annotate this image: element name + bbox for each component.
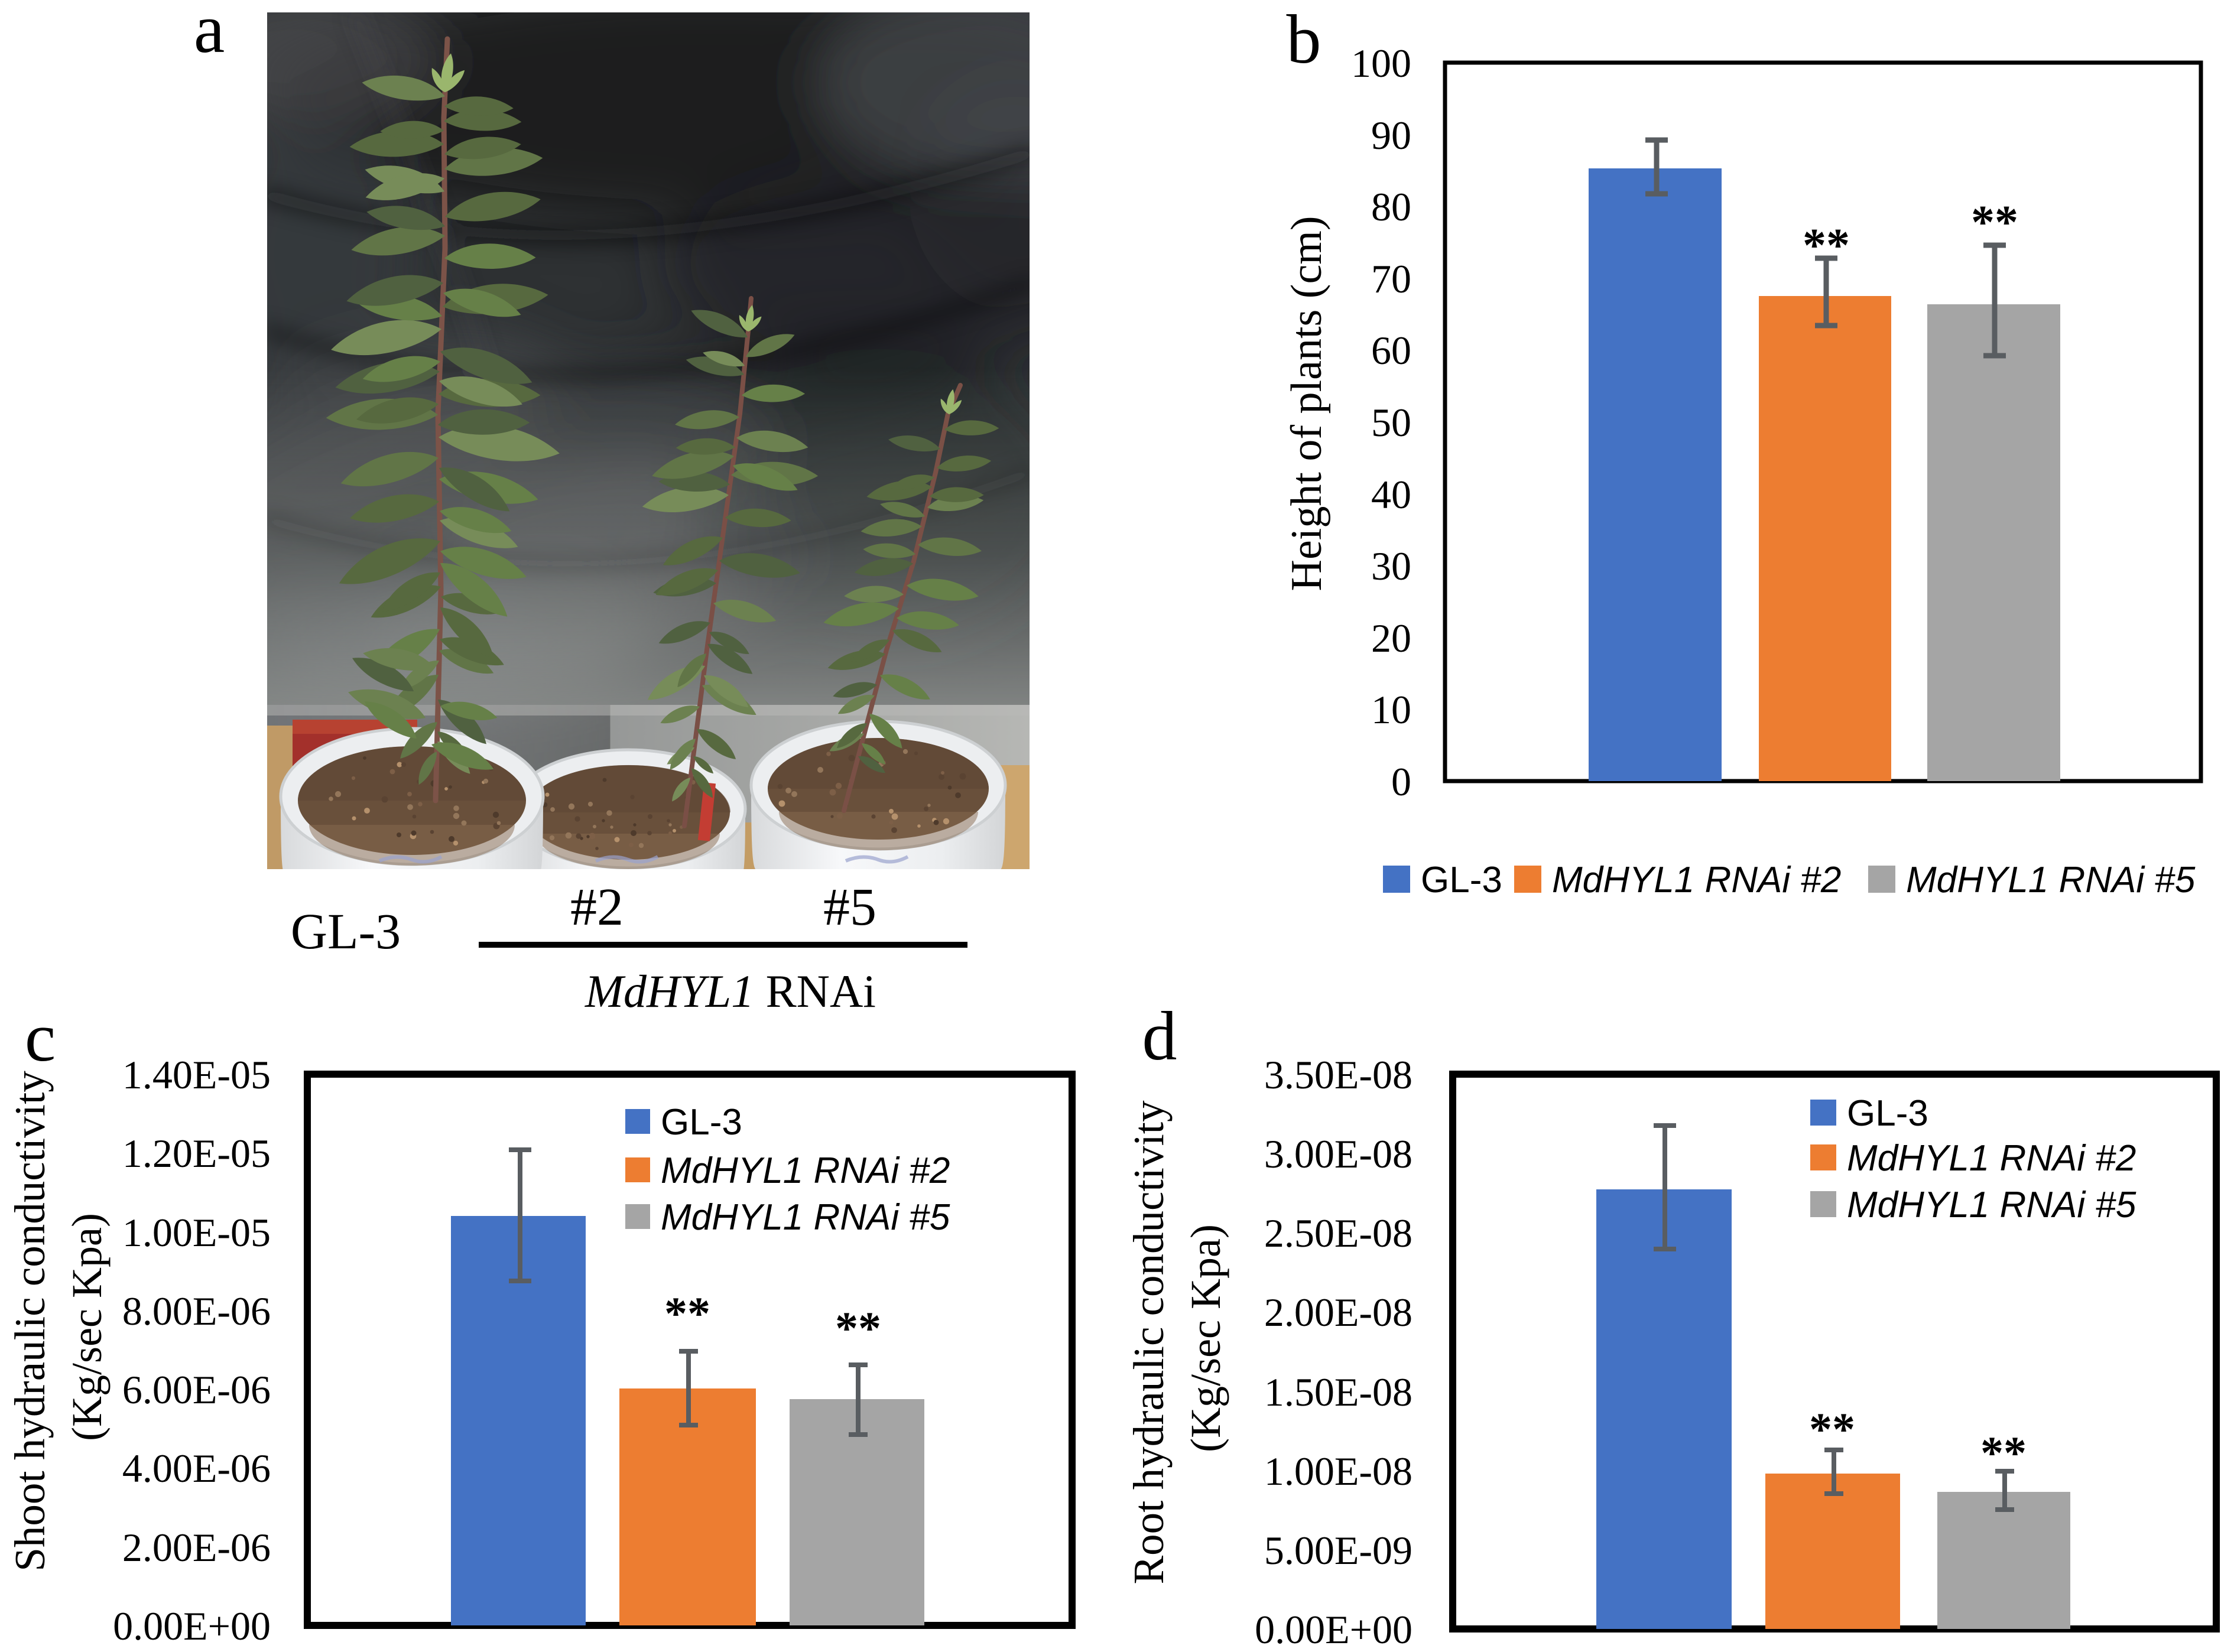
svg-text:3.00E-08: 3.00E-08 — [1264, 1131, 1413, 1176]
svg-text:**: ** — [1980, 1427, 2027, 1478]
svg-text:b: b — [1287, 1, 1321, 78]
svg-text:MdHYL1 RNAi #5: MdHYL1 RNAi #5 — [661, 1197, 950, 1238]
svg-text:**: ** — [664, 1287, 710, 1339]
svg-text:5.00E-09: 5.00E-09 — [1264, 1528, 1413, 1573]
svg-text:20: 20 — [1371, 616, 1411, 661]
svg-text:50: 50 — [1371, 400, 1411, 445]
svg-text:2.50E-08: 2.50E-08 — [1264, 1211, 1413, 1256]
svg-text:MdHYL1 RNAi #2: MdHYL1 RNAi #2 — [661, 1150, 950, 1191]
svg-text:3.50E-08: 3.50E-08 — [1264, 1052, 1413, 1097]
svg-text:GL-3: GL-3 — [291, 903, 401, 960]
svg-text:MdHYL1 RNAi #5: MdHYL1 RNAi #5 — [1847, 1185, 2136, 1225]
svg-text:MdHYL1 RNAi #5: MdHYL1 RNAi #5 — [1906, 860, 2196, 900]
svg-text:1.00E-08: 1.00E-08 — [1264, 1449, 1413, 1494]
svg-text:MdHYL1 RNAi: MdHYL1 RNAi — [585, 965, 876, 1017]
svg-text:4.00E-06: 4.00E-06 — [122, 1446, 271, 1491]
svg-text:GL-3: GL-3 — [1847, 1093, 1928, 1134]
svg-text:GL-3: GL-3 — [661, 1102, 742, 1143]
svg-text:a: a — [194, 0, 225, 67]
svg-text:1.50E-08: 1.50E-08 — [1264, 1370, 1413, 1414]
svg-text:100: 100 — [1351, 41, 1411, 86]
svg-text:GL-3: GL-3 — [1421, 860, 1502, 900]
svg-text:10: 10 — [1371, 687, 1411, 732]
svg-text:**: ** — [1971, 197, 2018, 249]
svg-text:40: 40 — [1371, 472, 1411, 517]
svg-text:MdHYL1 RNAi #2: MdHYL1 RNAi #2 — [1552, 860, 1841, 900]
svg-text:d: d — [1142, 997, 1177, 1075]
svg-text:0: 0 — [1391, 759, 1411, 804]
svg-text:c: c — [25, 999, 56, 1076]
svg-text:#5: #5 — [823, 878, 876, 936]
svg-text:**: ** — [835, 1302, 881, 1354]
svg-text:(Kg/sec Kpa): (Kg/sec Kpa) — [1182, 1224, 1229, 1452]
svg-text:Height of plants (cm): Height of plants (cm) — [1282, 216, 1331, 591]
svg-text:60: 60 — [1371, 328, 1411, 373]
svg-text:30: 30 — [1371, 544, 1411, 588]
svg-text:6.00E-06: 6.00E-06 — [122, 1367, 271, 1412]
svg-text:(Kg/sec Kpa): (Kg/sec Kpa) — [63, 1213, 111, 1441]
svg-text:#2: #2 — [570, 878, 624, 936]
svg-text:80: 80 — [1371, 184, 1411, 229]
svg-text:90: 90 — [1371, 113, 1411, 158]
svg-text:1.00E-05: 1.00E-05 — [122, 1210, 271, 1255]
svg-text:MdHYL1 RNAi #2: MdHYL1 RNAi #2 — [1847, 1138, 2136, 1179]
svg-text:Root hydraulic conductivity: Root hydraulic conductivity — [1125, 1100, 1173, 1585]
svg-text:1.40E-05: 1.40E-05 — [122, 1052, 271, 1097]
svg-text:8.00E-06: 8.00E-06 — [122, 1289, 271, 1334]
svg-text:0.00E+00: 0.00E+00 — [1255, 1607, 1413, 1652]
svg-text:**: ** — [1809, 1403, 1855, 1455]
svg-text:70: 70 — [1371, 256, 1411, 301]
svg-text:**: ** — [1803, 220, 1850, 272]
svg-text:Shoot hydraulic conductivity: Shoot hydraulic conductivity — [6, 1071, 54, 1572]
svg-text:0.00E+00: 0.00E+00 — [113, 1604, 271, 1648]
svg-text:1.20E-05: 1.20E-05 — [122, 1131, 271, 1176]
svg-text:2.00E-06: 2.00E-06 — [122, 1525, 271, 1570]
svg-text:2.00E-08: 2.00E-08 — [1264, 1290, 1413, 1335]
